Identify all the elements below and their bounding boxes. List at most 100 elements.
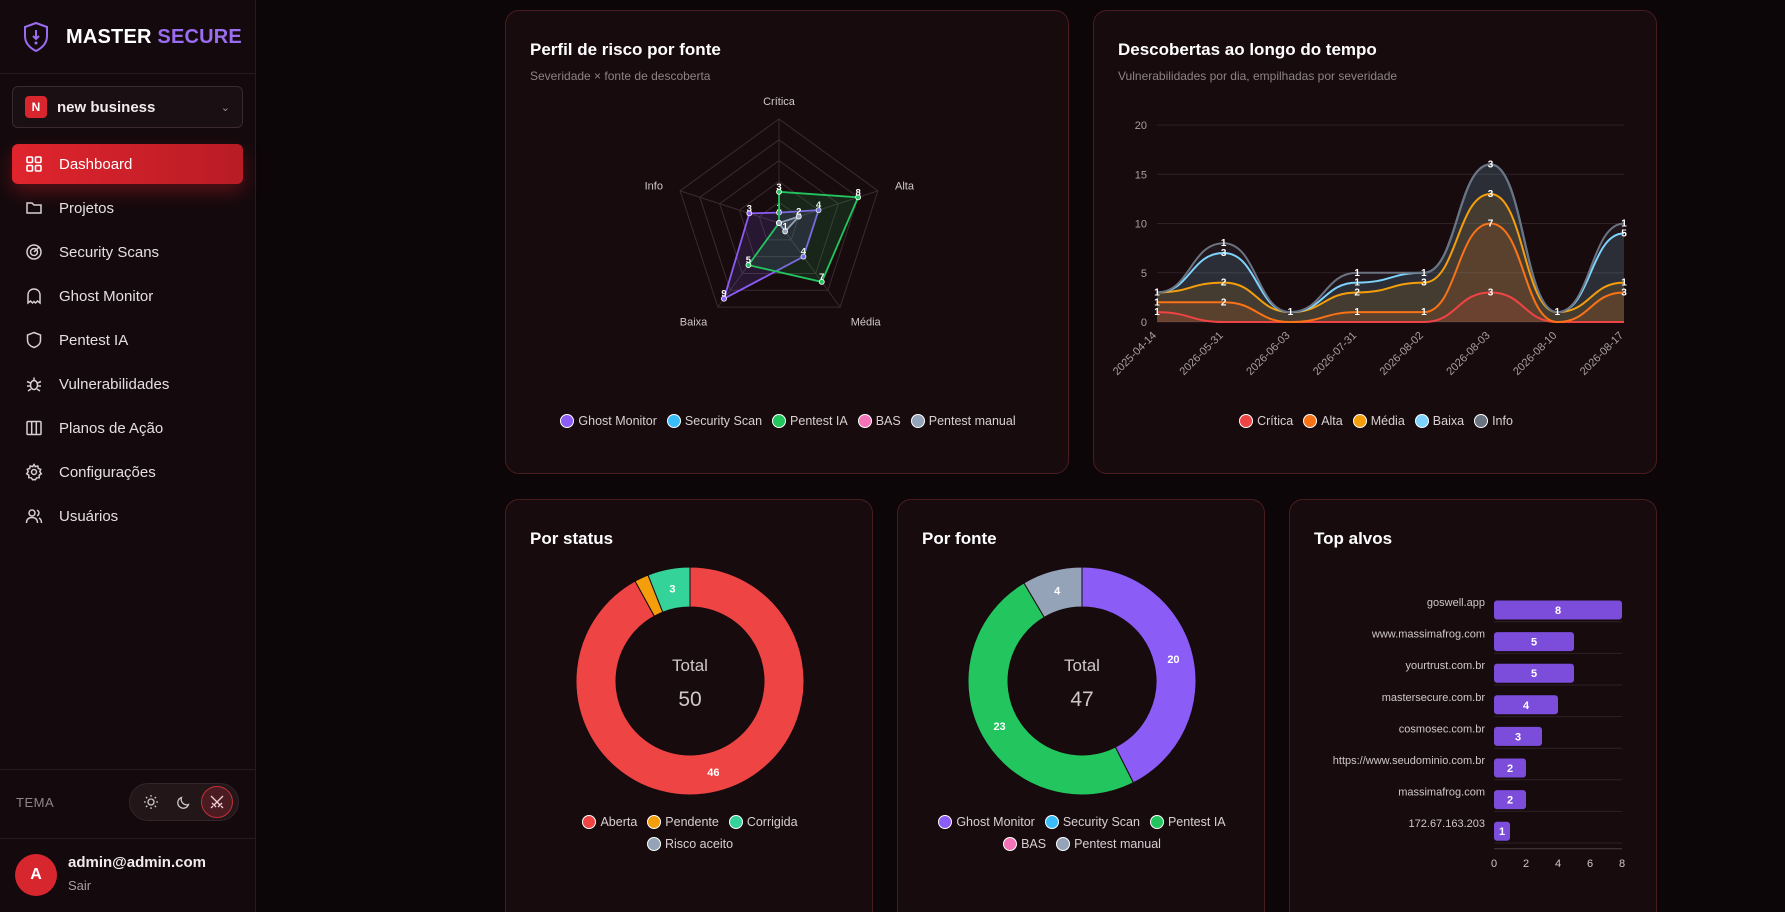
donut-slice-pentest-manual[interactable] bbox=[1023, 566, 1083, 619]
legend-item-bas[interactable]: BAS bbox=[1003, 837, 1046, 851]
radar-value-label: 8 bbox=[855, 187, 860, 198]
area-line-info bbox=[1156, 163, 1625, 314]
source-card: Por fonte 20 23 4 Total 47 Ghost Monitor Se… bbox=[897, 499, 1265, 912]
theme-label: TEMA bbox=[16, 795, 55, 810]
area-value-label: 1 bbox=[1421, 307, 1427, 318]
legend-item-risco-aceito[interactable]: Risco aceito bbox=[646, 837, 733, 851]
area-value-label: 3 bbox=[1621, 287, 1627, 298]
legend-item-pentest-manual[interactable]: Pentest manual bbox=[910, 414, 1016, 428]
donut-slice-ghost-monitor[interactable] bbox=[1081, 566, 1197, 784]
legend-label: BAS bbox=[1021, 837, 1047, 851]
nav-item-label: Ghost Monitor bbox=[59, 287, 154, 305]
area-fill-critica bbox=[1157, 292, 1624, 322]
area-value-label: 1 bbox=[1555, 307, 1561, 318]
findings-timeline-card: Descobertas ao longo do tempo Vulnerabil… bbox=[1093, 10, 1657, 474]
nav-item-label: Pentest IA bbox=[59, 331, 129, 349]
legend-item-aberta[interactable]: Aberta bbox=[582, 815, 637, 829]
theme-light-button[interactable] bbox=[135, 786, 167, 818]
area-line-critica bbox=[1156, 291, 1624, 324]
nav-item-label: Vulnerabilidades bbox=[59, 375, 170, 393]
nav-item-vulnerabilidades[interactable]: Vulnerabilidades bbox=[12, 364, 243, 404]
area-value-label: 1 bbox=[1621, 278, 1627, 289]
logout-link[interactable]: Sair bbox=[68, 878, 92, 893]
chevron-down-icon: ⌄ bbox=[220, 101, 230, 114]
legend-item-pentest-ia[interactable]: Pentest IA bbox=[1149, 815, 1226, 829]
status-donut-chart: 46 3 bbox=[575, 566, 805, 796]
bar-category-label: cosmosec.com.br bbox=[1399, 723, 1486, 735]
bar-goswell-app[interactable] bbox=[1494, 600, 1622, 620]
bar-yourtrust-com-br[interactable] bbox=[1494, 663, 1574, 683]
area-value-label: 1 bbox=[1421, 268, 1427, 279]
radar-point bbox=[776, 220, 782, 226]
bar-172-67-163-203[interactable] bbox=[1494, 821, 1510, 841]
business-selector[interactable]: N new business ⌄ bbox=[12, 86, 243, 128]
legend-item-pendente[interactable]: Pendente bbox=[647, 815, 719, 829]
card-title: Por fonte bbox=[922, 529, 997, 548]
legend-item-ghost-monitor[interactable]: Ghost Monitor bbox=[560, 414, 657, 428]
legend-item-security-scan[interactable]: Security Scan bbox=[1044, 815, 1140, 829]
legend-swatch bbox=[1303, 414, 1318, 428]
nav-item-label: Security Scans bbox=[59, 243, 160, 261]
legend-item-info[interactable]: Info bbox=[1474, 414, 1513, 428]
gear-icon bbox=[25, 463, 43, 481]
legend-item-pentest-ia[interactable]: Pentest IA bbox=[772, 414, 848, 428]
nav-item-dashboard[interactable]: Dashboard bbox=[12, 144, 243, 184]
x-tick-label: 8 bbox=[1619, 858, 1625, 870]
avatar[interactable]: A bbox=[15, 854, 57, 896]
legend-label: Corrigida bbox=[746, 815, 798, 829]
bar-massimafrog-com[interactable] bbox=[1494, 790, 1526, 810]
theme-custom-button[interactable] bbox=[201, 786, 234, 818]
x-tick-label: 0 bbox=[1491, 858, 1497, 870]
nav-item-security-scans[interactable]: Security Scans bbox=[12, 232, 243, 272]
nav-item-usuarios[interactable]: Usuários bbox=[12, 496, 243, 536]
bar-https-www-seudominio-com-br[interactable] bbox=[1494, 758, 1526, 778]
legend-swatch bbox=[1003, 837, 1018, 851]
nav-item-label: Usuários bbox=[59, 507, 119, 525]
folder-icon bbox=[26, 202, 42, 214]
nav-item-planos-de-acao[interactable]: Planos de Ação bbox=[12, 408, 243, 448]
y-tick-label: 10 bbox=[1135, 219, 1147, 231]
radar-point bbox=[795, 213, 802, 220]
donut-slice-pentest-ia[interactable] bbox=[967, 582, 1135, 796]
nav-item-ghost-monitor[interactable]: Ghost Monitor bbox=[12, 276, 243, 316]
nav-item-pentest-ia[interactable]: Pentest IA bbox=[12, 320, 243, 360]
legend-item-critica[interactable]: Crítica bbox=[1239, 414, 1293, 428]
legend-item-security-scan[interactable]: Security Scan bbox=[666, 414, 762, 428]
nav-item-projetos[interactable]: Projetos bbox=[12, 188, 243, 228]
area-fill-baixa bbox=[1157, 164, 1624, 322]
legend-swatch bbox=[560, 414, 575, 428]
theme-dark-button[interactable] bbox=[168, 786, 200, 818]
donut-total-value: 47 bbox=[1070, 688, 1094, 711]
area-value-label: 1 bbox=[1154, 307, 1160, 318]
bar-www-massimafrog-com[interactable] bbox=[1494, 632, 1574, 652]
area-value-label: 1 bbox=[1288, 307, 1294, 318]
legend-item-pentest-manual[interactable]: Pentest manual bbox=[1056, 837, 1161, 851]
donut-slice-aberta[interactable] bbox=[575, 566, 805, 796]
x-tick-label: 4 bbox=[1555, 858, 1561, 870]
bar-mastersecure-com-br[interactable] bbox=[1494, 695, 1558, 715]
legend-item-ghost-monitor[interactable]: Ghost Monitor bbox=[938, 815, 1035, 829]
radar-value-label: 9 bbox=[721, 289, 726, 300]
ghost-icon bbox=[27, 288, 41, 305]
x-tick-label: 2026-08-10 bbox=[1511, 330, 1559, 378]
radar-grid-ring bbox=[758, 201, 800, 241]
legend-swatch bbox=[910, 414, 925, 428]
legend-item-corrigida[interactable]: Corrigida bbox=[728, 815, 798, 829]
legend-item-baixa[interactable]: Baixa bbox=[1414, 414, 1464, 428]
bar-cosmosec-com-br[interactable] bbox=[1494, 726, 1542, 746]
brand-logo[interactable]: MASTER SECURE bbox=[22, 20, 242, 54]
donut-value-label: 46 bbox=[707, 767, 719, 779]
legend-item-media[interactable]: Média bbox=[1352, 414, 1405, 428]
donut-slice-corrigida[interactable] bbox=[647, 566, 691, 613]
nav-item-label: Planos de Ação bbox=[59, 419, 164, 437]
legend-item-alta[interactable]: Alta bbox=[1303, 414, 1343, 428]
legend-label: Ghost Monitor bbox=[956, 815, 1035, 829]
legend-swatch bbox=[666, 414, 681, 428]
user-email: admin@admin.com bbox=[68, 854, 206, 871]
legend-item-bas[interactable]: BAS bbox=[857, 414, 901, 428]
area-value-label: 1 bbox=[1154, 297, 1160, 308]
card-title: Perfil de risco por fonte bbox=[530, 40, 721, 59]
nav-item-configuracoes[interactable]: Configurações bbox=[12, 452, 243, 492]
bar-value-label: 5 bbox=[1531, 668, 1537, 680]
